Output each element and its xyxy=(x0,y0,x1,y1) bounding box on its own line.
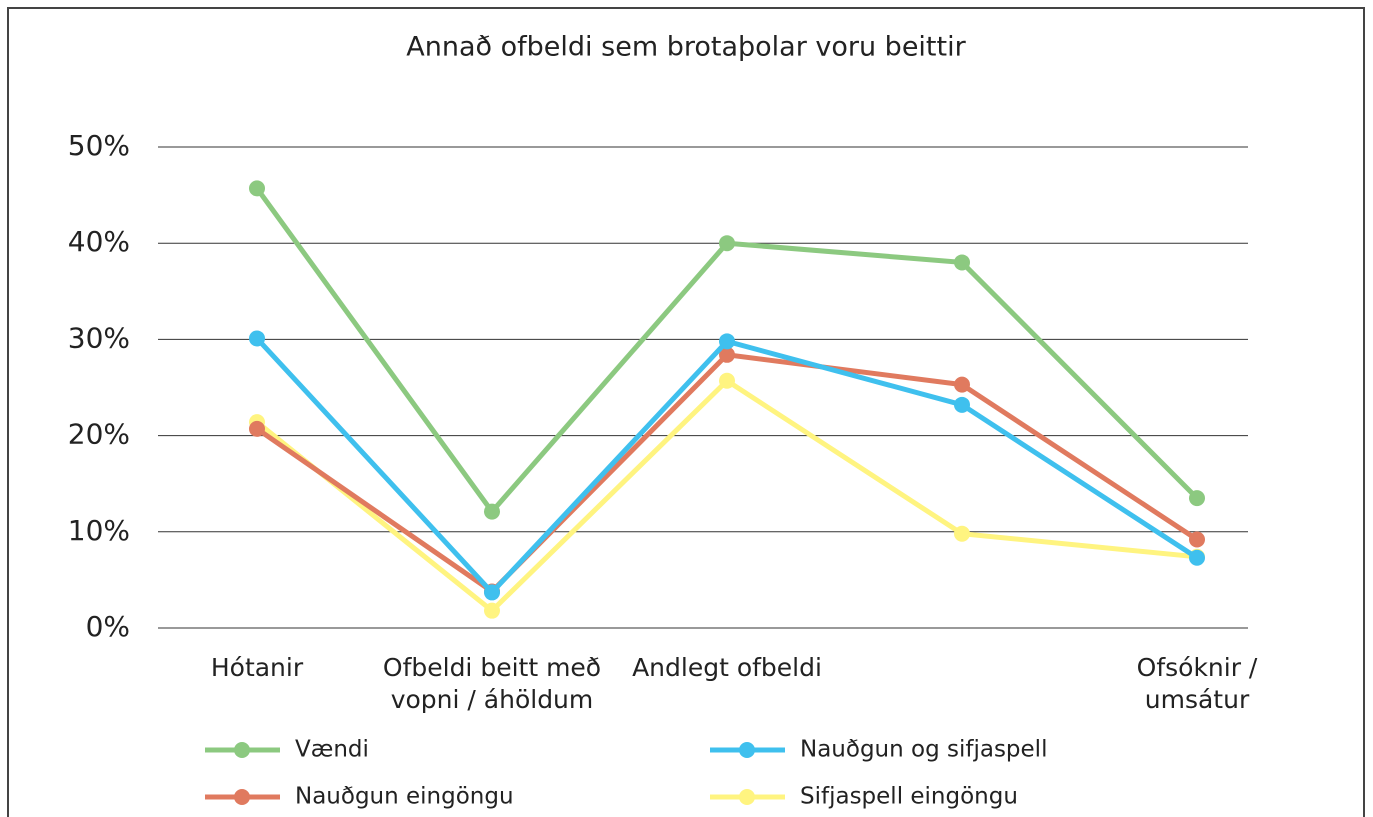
legend-marker xyxy=(739,742,755,758)
x-tick-label: Hótanir xyxy=(210,653,304,682)
legend-label: Vændi xyxy=(295,737,369,763)
point xyxy=(719,235,735,252)
point xyxy=(249,330,265,347)
point xyxy=(1189,490,1205,507)
x-tick-label: Ofsóknir / umsátur xyxy=(1136,653,1258,714)
point xyxy=(719,346,735,363)
point xyxy=(484,602,500,619)
legend-label: Nauðgun og sifjaspell xyxy=(800,737,1047,763)
y-tick-label: 50% xyxy=(68,129,130,162)
point xyxy=(954,254,970,271)
y-tick-label: 0% xyxy=(86,610,130,643)
y-tick-label: 10% xyxy=(68,514,130,547)
point xyxy=(484,584,500,601)
point xyxy=(719,372,735,389)
series-line xyxy=(255,352,1199,595)
point xyxy=(954,376,970,393)
legend-marker xyxy=(234,742,250,758)
point xyxy=(484,503,500,520)
legend-label: Nauðgun eingöngu xyxy=(295,784,514,810)
legend-marker xyxy=(739,789,755,805)
point xyxy=(954,525,970,542)
y-tick-label: 40% xyxy=(68,225,130,258)
point xyxy=(1189,549,1205,566)
point xyxy=(249,180,265,197)
legend-label: Sifjaspell eingöngu xyxy=(800,784,1018,810)
x-tick-label: Andlegt ofbeldi xyxy=(632,653,822,682)
y-tick-label: 20% xyxy=(68,418,130,451)
point xyxy=(719,333,735,350)
point xyxy=(1189,531,1205,548)
point xyxy=(249,420,265,437)
y-tick-label: 30% xyxy=(68,321,130,354)
chart-border xyxy=(7,7,1365,817)
point xyxy=(954,396,970,413)
chart-title: Annað ofbeldi sem brotaþolar voru beitti… xyxy=(406,32,966,63)
legend-marker xyxy=(234,789,250,805)
x-tick-label: Ofbeldi beitt með vopni / áhöldum xyxy=(382,653,602,714)
series-line xyxy=(255,377,1198,615)
